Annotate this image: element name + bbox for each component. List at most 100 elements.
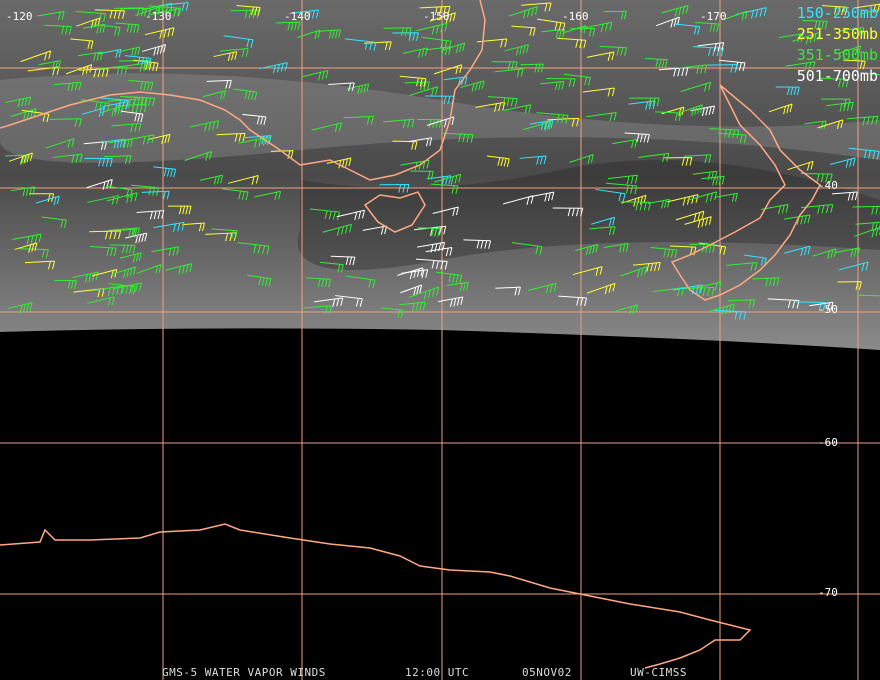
longitude-label: -120 (6, 10, 33, 23)
wind-barb (821, 5, 848, 16)
wind-barb (854, 3, 880, 13)
wind-barb (345, 38, 377, 51)
wind-barb (311, 122, 342, 132)
wind-barb (379, 184, 410, 193)
wind-barb (141, 2, 173, 15)
wind-barb (511, 25, 536, 36)
wind-barb (54, 279, 77, 289)
wind-barb (8, 302, 33, 314)
wind-barb (108, 138, 133, 149)
wind-barb (830, 157, 856, 168)
wind-barb (136, 264, 162, 274)
wind-barb (122, 134, 155, 145)
wind-barb (603, 242, 629, 253)
wind-barb (692, 46, 724, 57)
wind-barb (20, 50, 52, 63)
wind-barb (589, 226, 616, 236)
wind-barb (416, 241, 446, 253)
wind-barb (848, 147, 880, 160)
wind-barb (400, 284, 423, 296)
wind-barb (111, 266, 136, 279)
wind-barb (620, 266, 648, 278)
wind-barb (189, 120, 220, 132)
wind-barb (528, 282, 557, 294)
wind-barb (238, 136, 271, 148)
wind-barb (628, 97, 660, 107)
footer: GMS-5 WATER VAPOR WINDS 12:00 UTC 05NOV0… (162, 666, 687, 679)
wind-barb (582, 87, 615, 97)
legend-entry: 150-250mb (797, 4, 878, 22)
wind-barb (90, 245, 117, 257)
wind-barb (289, 9, 319, 20)
wind-barb (675, 23, 701, 35)
wind-barb (392, 32, 419, 41)
wind-barb (494, 68, 524, 78)
wind-barb (246, 274, 272, 287)
wind-barb (735, 7, 767, 19)
wind-barb (692, 170, 718, 181)
wind-barb (495, 286, 521, 296)
wind-barb (683, 154, 712, 164)
wind-barb (205, 232, 237, 242)
wind-barb (475, 101, 506, 112)
wind-barb (363, 41, 392, 51)
wind-barb (104, 155, 132, 164)
wind-barb (426, 116, 455, 128)
wind-barbs (5, 2, 880, 320)
wind-barb (211, 228, 238, 239)
wind-barb (87, 296, 115, 306)
wind-barb (438, 296, 464, 308)
wind-barb (141, 190, 170, 200)
wind-barb (221, 188, 249, 201)
longitude-label: -130 (145, 10, 172, 23)
wind-barb (94, 9, 126, 19)
wind-barb (690, 105, 715, 117)
wind-barb (153, 166, 177, 178)
legend-entry: 351-500mb (797, 46, 878, 64)
wind-barb (150, 7, 181, 18)
wind-barb (792, 31, 821, 45)
wind-barb (504, 44, 529, 56)
wind-barb (809, 301, 834, 311)
footer-source: UW-CIMSS (630, 666, 687, 679)
wind-barb (752, 277, 780, 287)
wind-barb (402, 47, 428, 58)
wind-barb (446, 281, 469, 292)
wind-barb (400, 159, 430, 171)
wind-barb (37, 10, 65, 21)
wind-barb (233, 88, 258, 101)
footer-date: 05NOV02 (522, 666, 572, 679)
wind-barb (119, 95, 148, 106)
wind-barb (655, 16, 680, 28)
wind-barb (301, 70, 329, 81)
wind-barb (859, 8, 880, 15)
wind-barb (680, 81, 712, 92)
wind-barb (854, 226, 880, 238)
latitude-label: -40 (818, 179, 838, 192)
wind-barb (599, 45, 628, 56)
wind-barb (120, 110, 144, 123)
wind-barb (800, 173, 833, 183)
wind-barb (658, 67, 689, 77)
wind-barb (70, 38, 94, 50)
wind-barb (701, 175, 725, 186)
wind-barb (463, 239, 492, 249)
wind-barb (24, 260, 56, 270)
wind-barb (242, 113, 267, 126)
wind-barb (784, 245, 811, 257)
wind-barb (144, 27, 175, 39)
wind-barb (165, 263, 193, 275)
wind-barb (86, 178, 113, 190)
wind-barb (392, 140, 418, 150)
wind-barb (322, 223, 352, 236)
wind-barb (606, 182, 638, 195)
wind-barb (14, 242, 38, 253)
wind-barb (35, 195, 60, 206)
longitude-label: -160 (562, 10, 589, 23)
wind-barb (785, 61, 816, 72)
wind-barb (697, 42, 725, 52)
wind-barb (432, 206, 459, 217)
wind-barb (714, 309, 747, 320)
wind-barb (400, 269, 429, 279)
